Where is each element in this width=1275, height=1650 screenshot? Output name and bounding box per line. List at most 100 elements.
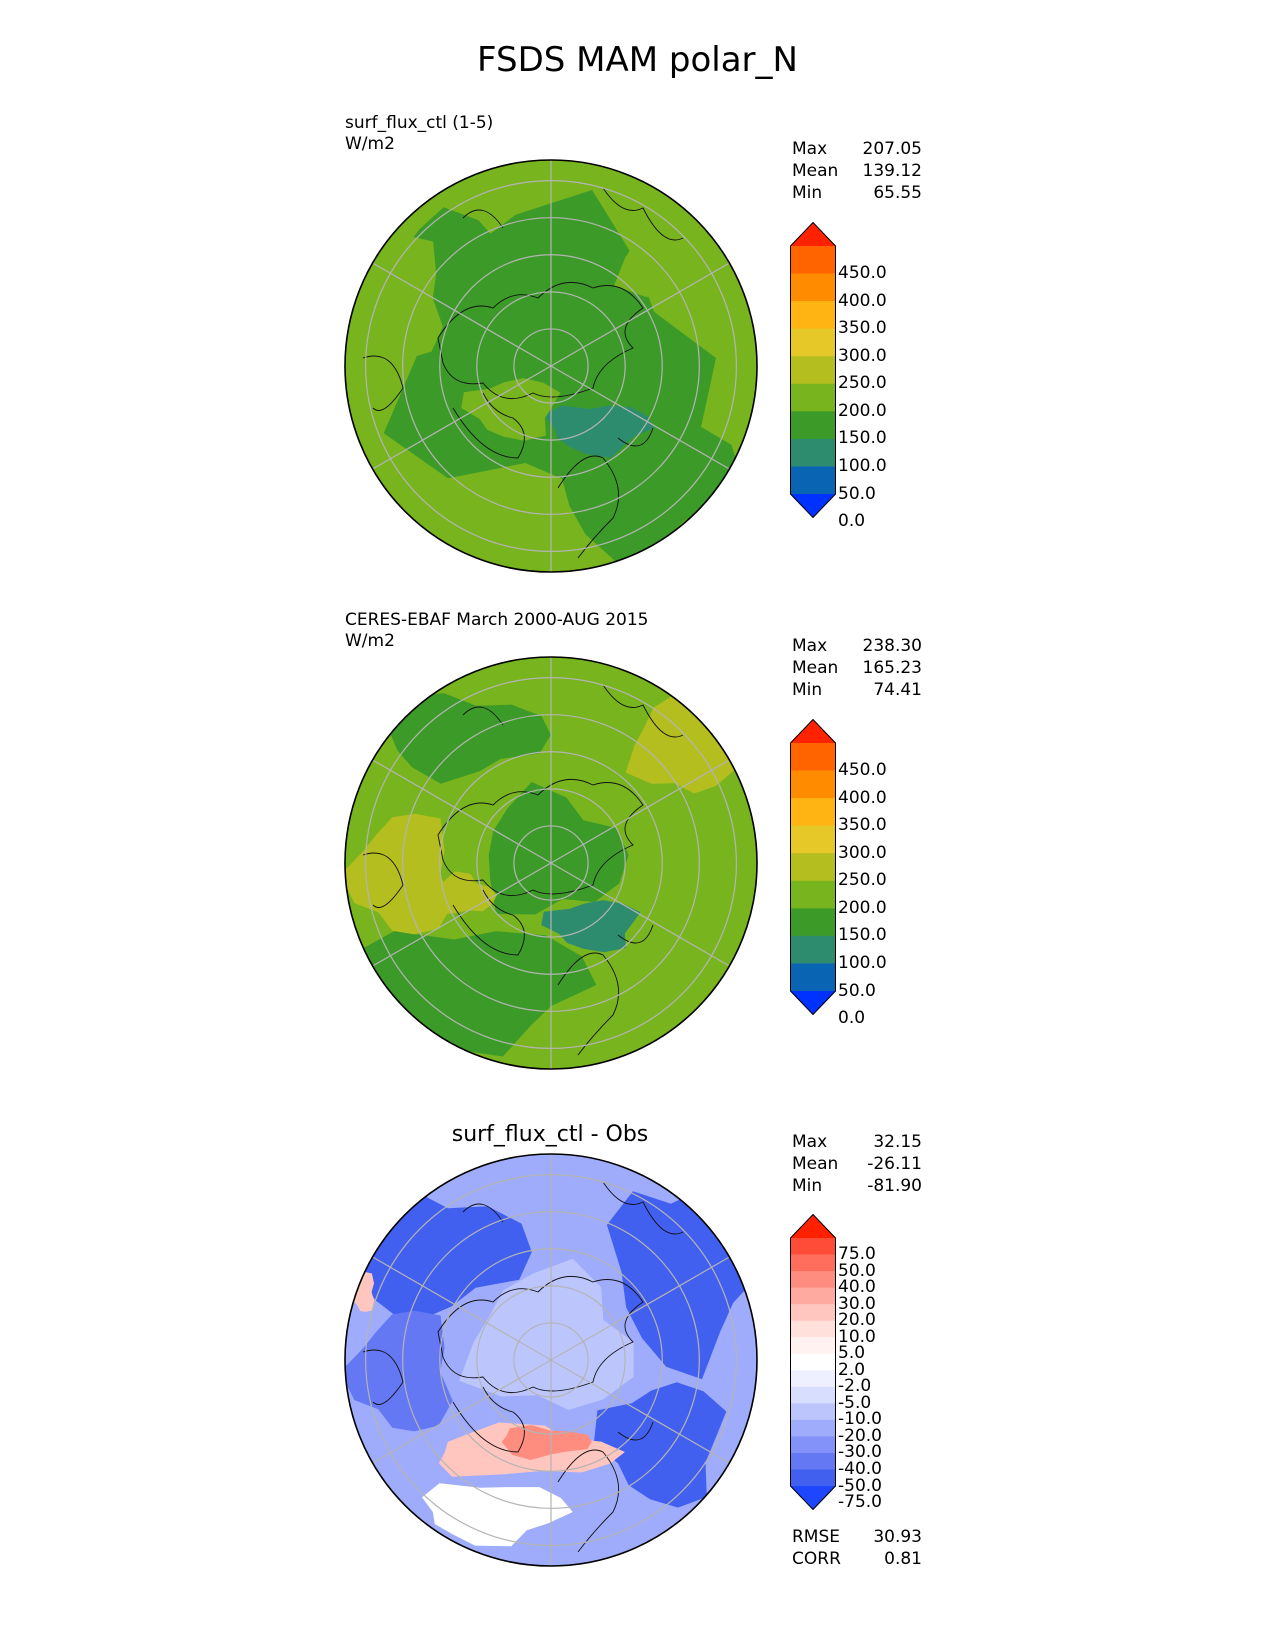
meridian-line <box>550 262 730 367</box>
test-label-name: surf_flux_ctl (1-5) <box>345 113 494 133</box>
meridian-line <box>372 365 552 470</box>
stat-max-value: 32.15 <box>873 1132 922 1152</box>
ref-label-units: W/m2 <box>345 631 395 651</box>
colorbar-segment <box>790 1238 836 1256</box>
map-boundary <box>344 656 758 1070</box>
europe-coastline <box>557 427 654 559</box>
colorbar-segment <box>790 825 836 854</box>
diff-panel-title: surf_flux_ctl - Obs <box>451 1122 649 1147</box>
colorbar-segment <box>790 1337 836 1355</box>
colorbar-tick-label: -2.0 <box>838 1376 872 1397</box>
field-patch <box>345 1310 453 1432</box>
stat-min-label: Min <box>792 183 823 203</box>
stat-max-value: 238.30 <box>862 636 922 656</box>
greenland-coastline <box>452 1386 525 1453</box>
colorbar-tick-label: 350.0 <box>838 815 887 836</box>
test-label-units: W/m2 <box>345 134 395 154</box>
colorbar-tick-label: 50.0 <box>838 980 876 1001</box>
diff-metrics: RMSE 30.93 CORR 0.81 <box>792 1526 922 1570</box>
colorbar-segment <box>790 1304 836 1322</box>
colorbar-tick-label: 350.0 <box>838 318 887 339</box>
ref-stats: Max 238.30 Mean 165.23 Min 74.41 <box>792 635 922 701</box>
ref-colorbar-labels: 450.0 400.0 350.0 300.0 250.0 200.0 150.0 100.0… <box>838 719 918 1027</box>
diff-stats: Max 32.15 Mean -26.11 Min -81.90 <box>792 1131 922 1197</box>
arctic-coastline <box>437 778 644 897</box>
ref-polar-map <box>344 656 758 1070</box>
map-boundary <box>344 159 758 573</box>
graticule <box>365 160 737 572</box>
field-patch <box>422 1483 573 1547</box>
arctic-coastline <box>437 1275 644 1394</box>
colorbar-segment <box>790 1403 836 1421</box>
continent-coastline <box>362 684 684 908</box>
colorbar-tick-label: -75.0 <box>838 1492 882 1513</box>
colorbar-segment <box>790 356 836 385</box>
field-patch <box>594 1382 727 1508</box>
test-polar-map <box>344 159 758 573</box>
colorbar-segment <box>790 853 836 882</box>
colorbar-tick-label: 2.0 <box>838 1359 866 1380</box>
colorbar-segment <box>790 935 836 964</box>
figure-title: FSDS MAM polar_N <box>477 40 798 80</box>
europe-coastline <box>557 1421 654 1553</box>
colorbar-tick-label: 400.0 <box>838 290 887 311</box>
colorbar-tick-label: 450.0 <box>838 263 887 284</box>
stat-max-value: 207.05 <box>862 139 922 159</box>
colorbar-segment <box>790 880 836 909</box>
continent-coastline <box>362 1181 684 1405</box>
ref-panel-label: CERES-EBAF March 2000-AUG 2015 W/m2 <box>345 610 648 652</box>
colorbar-segment <box>790 466 836 495</box>
stat-min-value: 65.55 <box>873 183 922 203</box>
colorbar-tick-label: 150.0 <box>838 925 887 946</box>
colorbar-extend-top <box>790 1214 836 1238</box>
test-stats: Max 207.05 Mean 139.12 Min 65.55 <box>792 138 922 204</box>
colorbar-tick-label: 0.0 <box>838 511 866 532</box>
meridian-line <box>372 262 552 367</box>
colorbar-segment <box>790 798 836 827</box>
colorbar-tick-label: 400.0 <box>838 787 887 808</box>
colorbar-segment <box>790 743 836 772</box>
colorbar-segment <box>790 1370 836 1388</box>
corr-value: 0.81 <box>884 1549 922 1569</box>
continent-coastline <box>362 187 684 411</box>
colorbar-segment <box>790 383 836 412</box>
colorbar-tick-label: 30.0 <box>838 1293 876 1314</box>
colorbar-extend-bottom <box>790 1486 836 1510</box>
colorbar-segment <box>790 1386 836 1404</box>
colorbar-extend-bottom <box>790 991 836 1015</box>
test-colorbar-labels: 450.0 400.0 350.0 300.0 250.0 200.0 150.0 100.0… <box>838 222 918 530</box>
colorbar-segment <box>790 1320 836 1338</box>
colorbar-tick-label: 50.0 <box>838 483 876 504</box>
colorbar-segment <box>790 1469 836 1487</box>
test-panel-label: surf_flux_ctl (1-5) W/m2 <box>345 113 493 155</box>
stat-mean-value: 139.12 <box>862 161 922 181</box>
arctic-coastline <box>437 281 644 400</box>
colorbar-segment <box>790 1419 836 1437</box>
stat-min-label: Min <box>792 1176 823 1196</box>
colorbar-segment <box>790 908 836 937</box>
meridian-line <box>550 759 730 864</box>
colorbar-segment <box>790 438 836 467</box>
europe-coastline <box>557 924 654 1056</box>
colorbar-segment <box>790 328 836 357</box>
colorbar-tick-label: 5.0 <box>838 1343 866 1364</box>
colorbar-segment <box>790 770 836 799</box>
colorbar-tick-label: 200.0 <box>838 897 887 918</box>
diff-polar-map <box>344 1153 758 1567</box>
meridian-line <box>372 862 552 967</box>
colorbar-segment <box>790 1353 836 1371</box>
stat-max-label: Max <box>792 139 828 159</box>
test-colorbar <box>790 222 836 518</box>
map-boundary <box>344 1153 758 1567</box>
stat-min-label: Min <box>792 680 823 700</box>
meridian-line <box>550 862 730 967</box>
field-patch <box>352 236 443 358</box>
ref-label-name: CERES-EBAF March 2000-AUG 2015 <box>345 610 649 630</box>
colorbar-segment <box>790 273 836 302</box>
field-patch <box>543 405 655 458</box>
colorbar-tick-label: 10.0 <box>838 1326 876 1347</box>
coastlines <box>362 1181 684 1553</box>
colorbar-extend-top <box>790 719 836 743</box>
colorbar-outline <box>790 222 836 518</box>
stat-mean-label: Mean <box>792 658 839 678</box>
